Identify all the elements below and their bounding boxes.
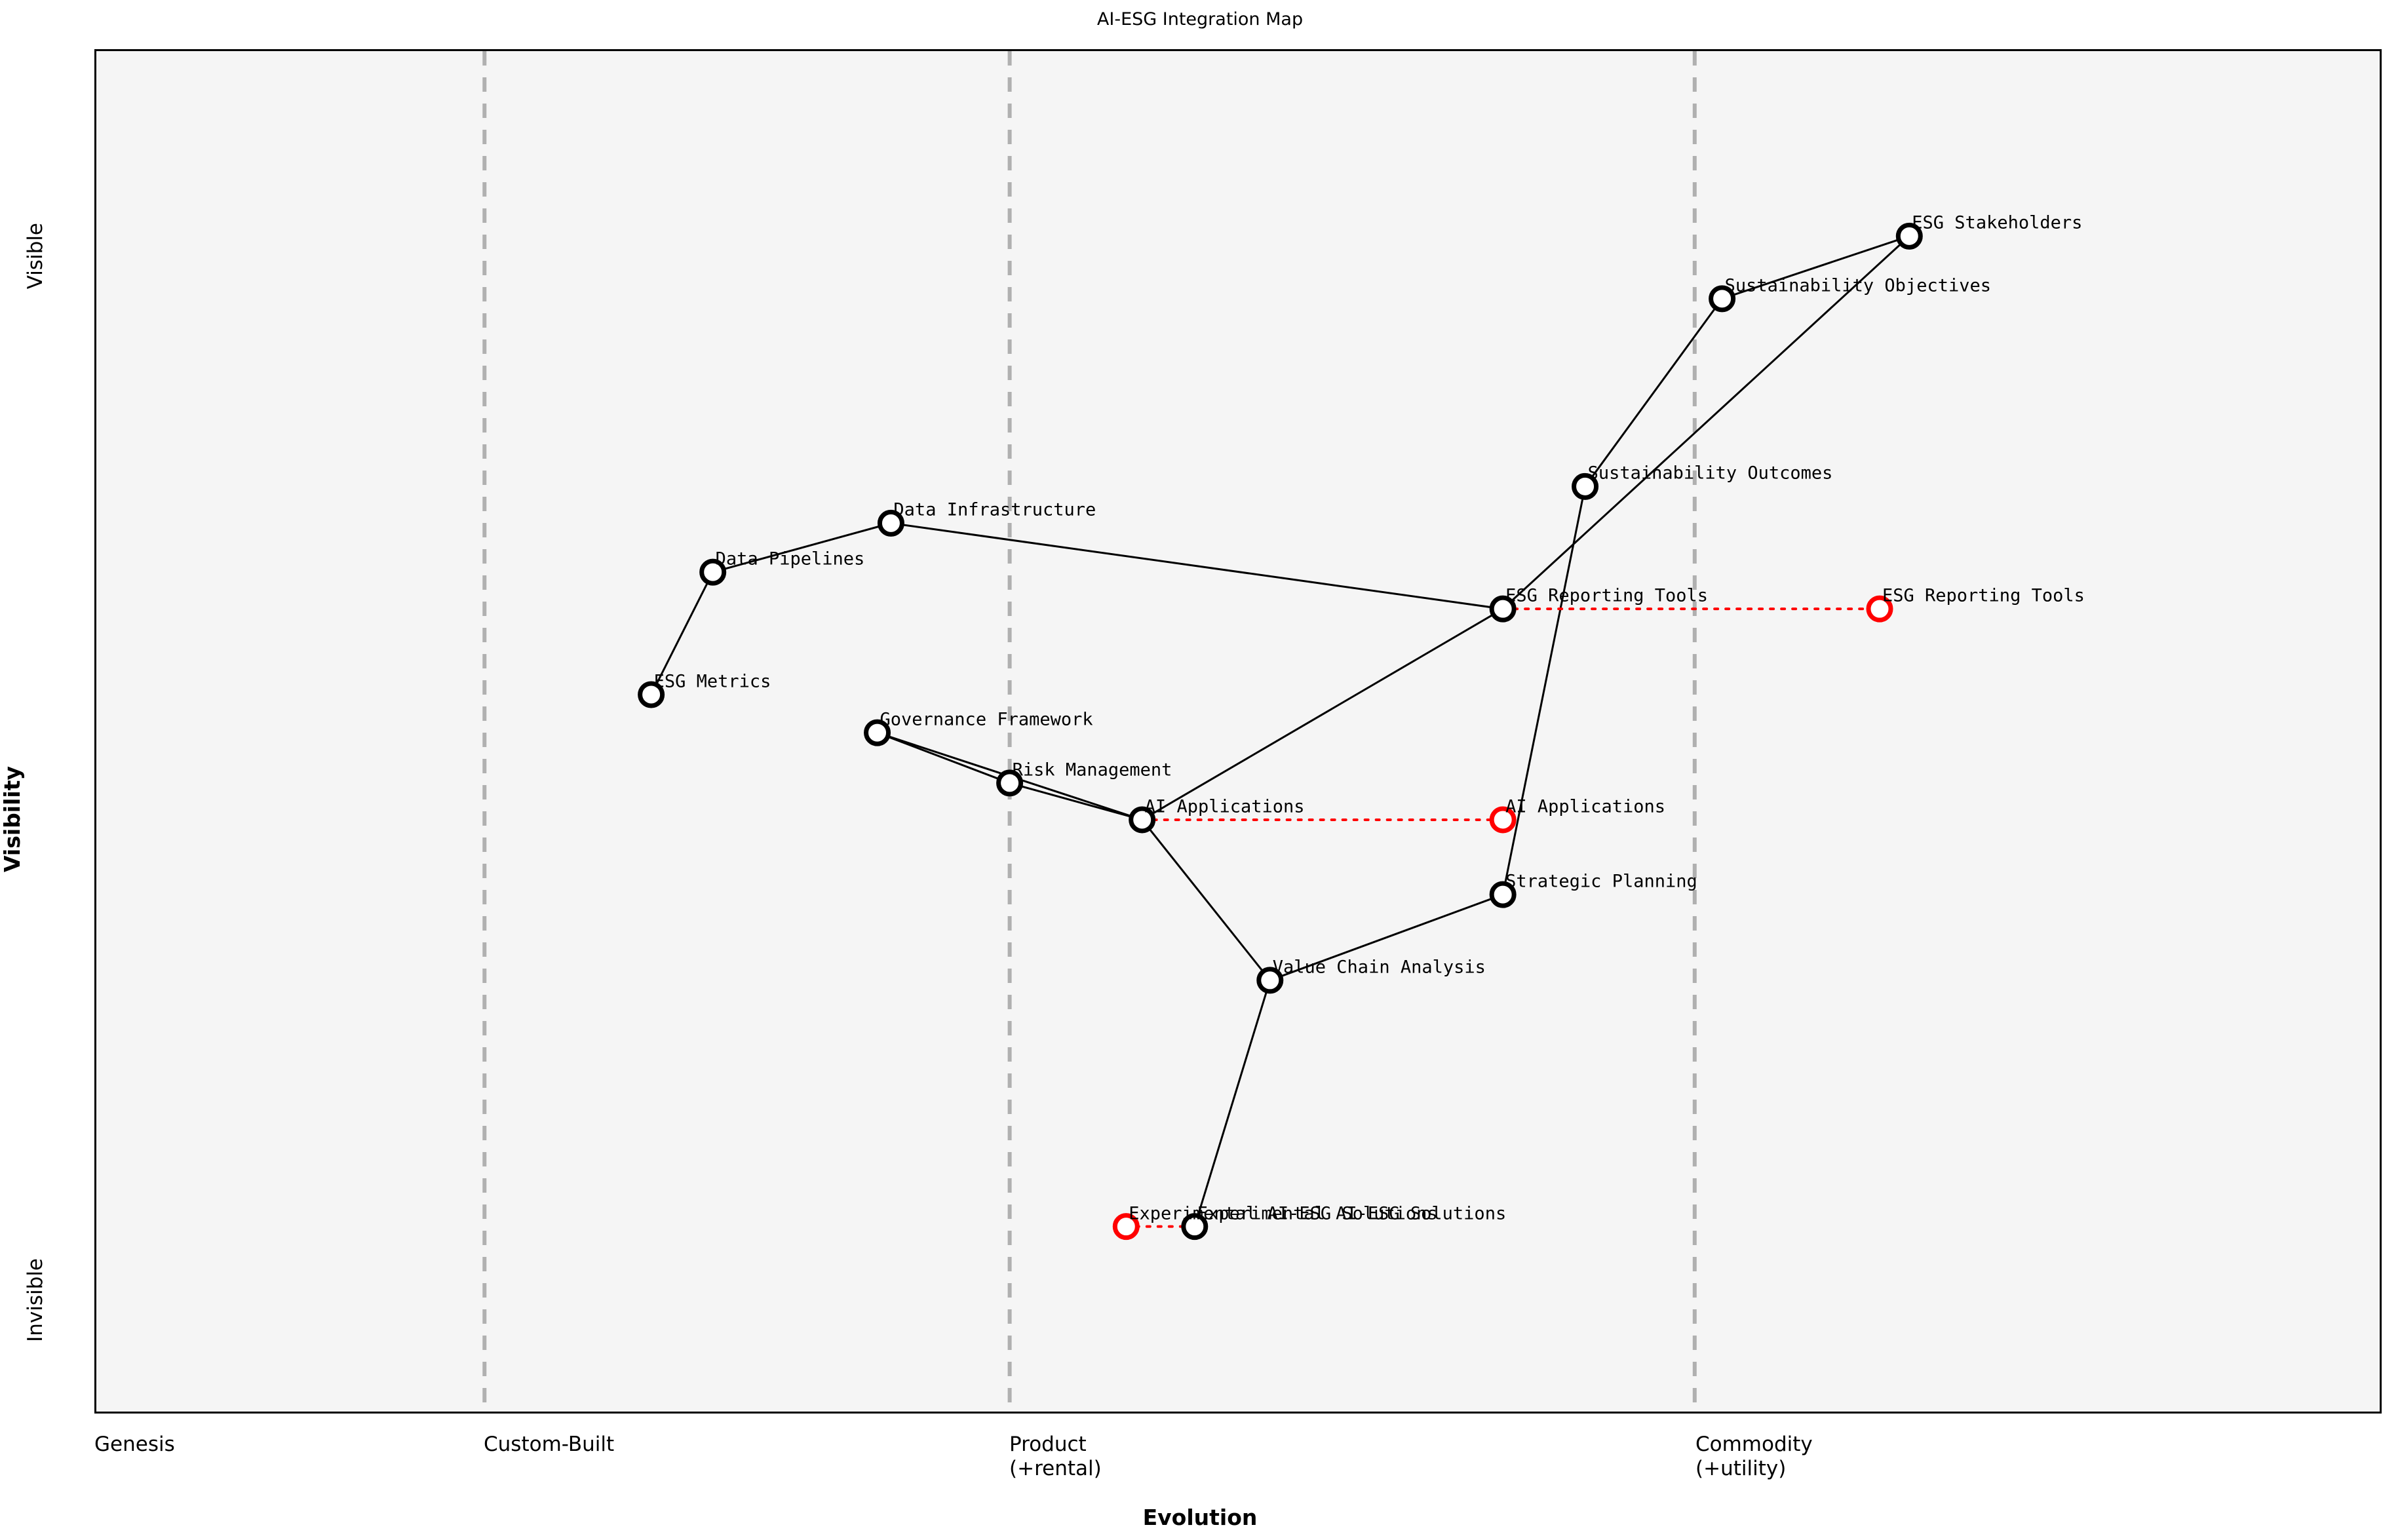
x-tick-line1: Commodity: [1695, 1433, 1813, 1456]
link: [650, 571, 714, 695]
component-node[interactable]: [699, 558, 727, 586]
page-title: AI-ESG Integration Map: [1096, 9, 1304, 29]
y-axis-tick-invisible: Invisible: [24, 1258, 47, 1342]
link: [876, 731, 1011, 784]
component-node[interactable]: [877, 509, 904, 537]
component-node[interactable]: [1572, 472, 1599, 500]
evolved-component-node[interactable]: [1489, 806, 1517, 834]
link: [891, 522, 1503, 610]
component-node[interactable]: [1129, 806, 1156, 834]
x-axis-tick-product: Product (+rental): [1009, 1433, 1102, 1480]
map-canvas: [482, 51, 1923, 1412]
link: [1269, 893, 1503, 982]
link: [1584, 298, 1723, 488]
link: [1009, 782, 1143, 821]
link: [1141, 607, 1503, 821]
component-node[interactable]: [1181, 1213, 1209, 1241]
component-nodes: [638, 222, 1923, 1241]
link: [1141, 819, 1271, 981]
link: [1502, 235, 1910, 610]
component-node[interactable]: [1256, 967, 1284, 994]
component-node[interactable]: [1489, 881, 1517, 908]
dependency-links: [650, 235, 1910, 1227]
link: [1501, 486, 1587, 895]
x-axis-tick-genesis: Genesis: [94, 1433, 175, 1457]
evolution-arrows: [1125, 607, 1882, 1228]
evolved-component-node[interactable]: [1112, 1213, 1140, 1241]
x-tick-line1: Custom-Built: [484, 1433, 615, 1456]
plot-area: ESG Stakeholders Sustainability Objective…: [94, 49, 2382, 1414]
y-axis-tick-visible: Visible: [24, 223, 47, 290]
x-axis-title: Evolution: [1142, 1505, 1258, 1530]
evolved-component-node[interactable]: [1866, 595, 1893, 623]
link: [1193, 980, 1271, 1227]
x-axis-tick-custom-built: Custom-Built: [484, 1433, 614, 1457]
x-tick-line1: Product: [1009, 1433, 1087, 1456]
x-axis-tick-commodity: Commodity (+utility): [1695, 1433, 1813, 1480]
component-node[interactable]: [864, 719, 891, 746]
component-node[interactable]: [638, 681, 665, 708]
link: [1722, 235, 1910, 300]
link: [712, 522, 891, 573]
gridlines: [482, 51, 1697, 1412]
x-tick-line1: Genesis: [94, 1433, 175, 1456]
y-axis-title: Visibility: [0, 765, 25, 873]
component-node[interactable]: [1709, 285, 1736, 313]
component-node[interactable]: [1489, 595, 1517, 623]
component-node[interactable]: [996, 769, 1024, 797]
x-tick-line2: (+utility): [1695, 1456, 1787, 1480]
x-tick-line2: (+rental): [1009, 1456, 1102, 1480]
component-node[interactable]: [1895, 222, 1923, 250]
